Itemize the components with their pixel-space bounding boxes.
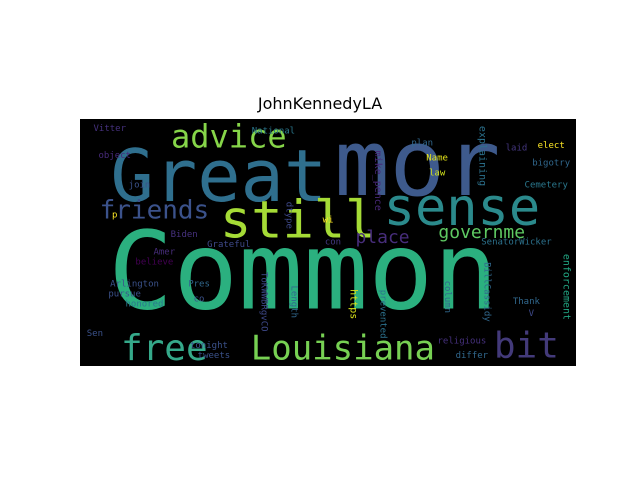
word-laid: laid	[506, 144, 528, 154]
word-great: Great	[111, 134, 328, 218]
word-explaining: explaining	[476, 126, 487, 186]
word-dtype: dtype	[283, 202, 293, 229]
word-cemetery: Cemetery	[525, 181, 569, 191]
word-arlington: Arlington	[110, 279, 159, 289]
word-mor: mor	[334, 110, 500, 217]
word-name: Name	[426, 154, 448, 164]
word-common: Common	[108, 210, 498, 335]
word-honored: honored	[126, 299, 164, 309]
word-place: place	[355, 227, 409, 248]
word-bit: bit	[494, 326, 559, 367]
word-pursue: pursue	[108, 289, 141, 299]
word-con: con	[325, 238, 341, 248]
word-billcassidy: BillCassidy	[482, 262, 492, 322]
word-tonight: tonight	[190, 341, 228, 351]
word-sen: Sen	[87, 329, 103, 339]
plot-background	[80, 119, 576, 366]
word-p: p	[112, 210, 117, 220]
word-v: V	[529, 309, 535, 319]
word-senatorwicker: SenatorWicker	[481, 238, 552, 248]
word-pres: Pres	[188, 279, 210, 289]
word-https: https	[347, 289, 358, 319]
word-friends: friends	[100, 195, 210, 225]
word-elect: elect	[538, 141, 565, 151]
word-length: Length	[288, 286, 298, 319]
word-co: co	[194, 294, 205, 304]
word-amer: Amer	[153, 247, 175, 257]
word-still: still	[220, 190, 377, 250]
word-national: National	[252, 126, 295, 136]
word-governme: governme	[438, 222, 525, 243]
word-biden: Biden	[171, 230, 198, 240]
word-prevented: prevented	[378, 290, 388, 339]
word-column: column	[442, 281, 452, 314]
word-object: object	[98, 151, 131, 161]
chart-title: JohnKennedyLA	[257, 94, 383, 113]
word-tokwwbrgvco: ToKWWBRgvCO	[259, 272, 269, 332]
word-sense: sense	[384, 178, 541, 238]
word-plan: plan	[411, 139, 433, 149]
word-enforcement: enforcement	[561, 254, 572, 320]
word-mike-pence: mike_pence	[372, 151, 383, 211]
word-join: join	[129, 181, 151, 191]
word-religious: religious	[438, 336, 487, 346]
word-wi: wi	[323, 215, 334, 225]
word-law: law	[429, 168, 446, 178]
word-advice: advice	[171, 117, 287, 155]
word-tweets: tweets	[198, 351, 231, 361]
word-thank: Thank	[513, 297, 541, 307]
word-bigotry: bigotry	[532, 158, 571, 168]
word-grateful: Grateful	[207, 240, 250, 250]
word-vitter: Vitter	[94, 124, 127, 134]
word-differ: differ	[456, 351, 489, 361]
word-louisiana: Louisiana	[251, 329, 435, 369]
word-free: free	[121, 328, 208, 369]
word-believe: believe	[135, 257, 173, 267]
